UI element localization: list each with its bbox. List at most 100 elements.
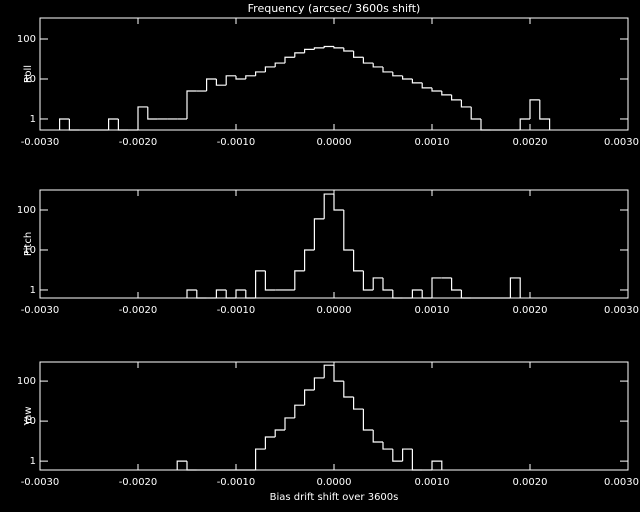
chart-title: Frequency (arcsec/ 3600s shift) (248, 2, 421, 15)
histogram-bar (294, 404, 305, 418)
histogram-bar (323, 193, 334, 219)
histogram-bar (304, 48, 315, 53)
histogram-bar (323, 45, 334, 48)
x-tick-label: 0.0020 (513, 137, 548, 148)
histogram-bar (206, 78, 217, 92)
histogram-bar (509, 277, 521, 298)
histogram-bar (343, 381, 354, 398)
histogram-bar (235, 289, 246, 298)
histogram-bar (333, 194, 344, 211)
y-tick-label: 10 (23, 416, 36, 427)
histogram-bar (264, 66, 276, 72)
histogram-bar (451, 277, 462, 291)
histogram-bar (68, 118, 80, 131)
histogram-bar (313, 218, 325, 250)
histogram-bar (411, 449, 423, 471)
x-tick-label: -0.0030 (21, 305, 60, 316)
histogram-bar (353, 51, 364, 58)
y-axis-label: Roll (23, 65, 34, 83)
histogram-bar (343, 209, 354, 251)
histogram-bar (137, 106, 148, 130)
histogram-bar (402, 448, 413, 462)
histogram-bar (431, 460, 443, 470)
y-tick-label: 1 (30, 456, 36, 467)
x-tick-label: -0.0030 (21, 137, 60, 148)
histogram-bar (470, 106, 481, 120)
y-tick-label: 10 (23, 74, 36, 85)
x-tick-label: 0.0020 (513, 305, 548, 316)
histogram-bar (264, 436, 276, 450)
histogram-bar (353, 249, 364, 272)
histogram-bar (294, 270, 305, 290)
histogram-bar (431, 277, 442, 298)
histogram-bar (147, 106, 158, 120)
x-tick-label: 0.0000 (317, 305, 352, 316)
histogram-bar (117, 118, 129, 131)
histogram-bar (539, 99, 551, 130)
histogram-bar (274, 62, 285, 67)
histogram-bar (451, 94, 462, 101)
histogram-bar (255, 270, 266, 298)
histogram-bar (411, 289, 423, 298)
histogram-bar (460, 99, 472, 108)
histogram-bar (186, 90, 197, 119)
histogram-bar (411, 78, 423, 84)
x-tick-label: 0.0000 (317, 137, 352, 148)
histogram-bar (284, 56, 295, 64)
y-tick-label: 100 (17, 376, 36, 387)
histogram-bar (421, 82, 432, 89)
y-tick-label: 100 (17, 34, 36, 45)
histogram-bar (215, 289, 227, 298)
histogram-bar (333, 365, 344, 382)
histogram-bar (245, 75, 256, 79)
x-axis-label: Bias drift shift over 3600s (270, 492, 399, 503)
y-tick-label: 10 (23, 245, 36, 256)
x-tick-label: 0.0030 (604, 305, 639, 316)
histogram-bar (362, 409, 374, 431)
x-tick-label: -0.0020 (119, 305, 158, 316)
histogram-bar (108, 118, 119, 130)
histogram-bar (353, 397, 364, 410)
x-tick-label: -0.0010 (217, 305, 256, 316)
y-axis-label: Pitch (23, 232, 34, 256)
y-tick-label: 100 (17, 205, 36, 216)
x-tick-label: -0.0010 (217, 137, 256, 148)
histogram-bar (304, 249, 315, 271)
x-tick-label: 0.0030 (604, 137, 639, 148)
histogram-bar (343, 47, 354, 52)
histogram-bar (186, 289, 197, 298)
x-tick-label: 0.0000 (317, 477, 352, 488)
histogram-bar (225, 289, 236, 299)
histogram-bar (372, 63, 383, 68)
histogram-bar (392, 289, 403, 299)
histogram-bar (186, 461, 197, 471)
histogram-bar (480, 118, 491, 131)
histogram-bar (255, 448, 266, 470)
y-tick-label: 1 (30, 114, 36, 125)
histogram-bar (519, 118, 530, 130)
histogram-bar (313, 377, 325, 390)
histogram-bar (372, 429, 383, 443)
histogram-bar (333, 46, 344, 49)
histogram-bar (392, 449, 403, 462)
histogram-bar (362, 270, 374, 291)
histogram-bar (225, 75, 236, 86)
histogram-bar (264, 270, 276, 291)
histogram-bar (392, 71, 403, 77)
histogram-bar (362, 57, 374, 64)
x-tick-label: -0.0010 (217, 477, 256, 488)
histogram-bar (59, 118, 70, 130)
histogram-bar (382, 66, 393, 73)
histogram-bar (304, 389, 315, 406)
x-tick-label: -0.0020 (119, 137, 158, 148)
x-tick-label: 0.0010 (415, 305, 450, 316)
histogram-bar (235, 75, 246, 80)
histogram-bar (176, 460, 187, 470)
histogram-bar (215, 78, 227, 86)
histogram-bar (323, 364, 334, 378)
x-tick-label: 0.0010 (415, 477, 450, 488)
histogram-bar (421, 289, 432, 299)
y-tick-label: 1 (30, 285, 36, 296)
histogram-bar (382, 442, 393, 450)
